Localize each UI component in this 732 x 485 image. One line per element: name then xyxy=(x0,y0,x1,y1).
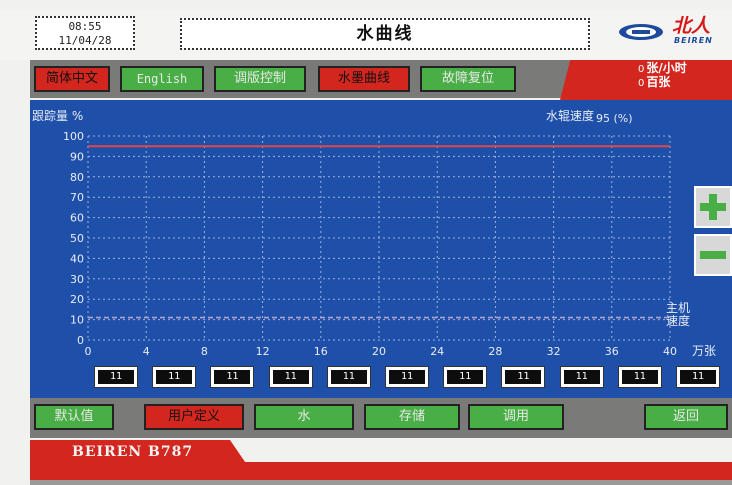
y-tick-label: 70 xyxy=(70,191,84,204)
x-tick-label: 28 xyxy=(488,345,502,358)
y-tick-label: 10 xyxy=(70,314,84,327)
model-label: BEIREN B787 xyxy=(72,444,194,460)
decrease-button[interactable] xyxy=(694,234,732,276)
curve-value-text: 11 xyxy=(330,370,367,384)
main-speed-label: 主机速度 xyxy=(666,301,691,328)
x-tick-label: 24 xyxy=(430,345,444,358)
bottom-edge-strip xyxy=(30,480,732,485)
y-tick-label: 30 xyxy=(70,273,84,286)
clock-time: 08:55 xyxy=(68,20,102,33)
x-tick-label: 36 xyxy=(605,345,619,358)
water-curve-chart: 0 10 20 30 40 50 60 70 80 90 100 0 4 8 12 16 20 24 28 32 36 4… xyxy=(32,108,677,358)
plus-icon xyxy=(700,194,726,220)
nav-ink-curve-button[interactable]: 水墨曲线 xyxy=(318,66,410,92)
page-title: 水曲线 xyxy=(180,18,590,50)
nav-status-area xyxy=(560,60,732,100)
water-button[interactable]: 水 xyxy=(254,404,354,430)
curve-value-input[interactable]: 11 xyxy=(443,366,488,388)
load-button[interactable]: 调用 xyxy=(468,404,564,430)
count-value: 0 xyxy=(638,78,645,89)
curve-value-text: 11 xyxy=(680,370,716,384)
minus-icon xyxy=(700,251,726,259)
default-value-button[interactable]: 默认值 xyxy=(34,404,114,430)
clock-date: 11/04/28 xyxy=(58,34,112,47)
y-tick-label: 80 xyxy=(70,171,84,184)
curve-value-input[interactable]: 11 xyxy=(268,366,313,388)
x-tick-label: 12 xyxy=(256,345,270,358)
y-axis-label: 跟踪量 % xyxy=(32,109,83,123)
curve-value-text: 11 xyxy=(214,370,251,384)
curve-value-text: 11 xyxy=(563,370,600,384)
y-tick-label: 60 xyxy=(70,212,84,225)
x-tick-label: 20 xyxy=(372,345,386,358)
back-button[interactable]: 返回 xyxy=(644,404,728,430)
curve-value-input[interactable]: 11 xyxy=(94,366,138,388)
curve-value-text: 11 xyxy=(272,370,309,384)
curve-value-text: 11 xyxy=(621,370,658,384)
brand-sub-text: BEIREN xyxy=(674,36,713,45)
count-unit: 百张 xyxy=(646,75,671,89)
nav-english-button[interactable]: English xyxy=(120,66,204,92)
x-tick-label: 4 xyxy=(143,345,150,358)
brand-logo-text: 北人 xyxy=(672,15,711,37)
y-tick-label: 50 xyxy=(70,232,84,245)
curve-value-input[interactable]: 11 xyxy=(385,366,429,388)
curve-value-text: 11 xyxy=(505,370,542,384)
curve-values-row: 11 11 11 11 11 11 11 11 11 11 11 xyxy=(30,362,732,392)
y-tick-label: 0 xyxy=(77,334,84,347)
chart-panel xyxy=(30,100,690,398)
rate-value: 0 xyxy=(638,64,645,75)
curve-value-input[interactable]: 11 xyxy=(617,366,662,388)
brand-emblem-icon xyxy=(619,24,663,40)
curve-value-text: 11 xyxy=(156,370,193,384)
speed-label: 水辊速度 xyxy=(546,108,594,123)
curve-value-text: 11 xyxy=(447,370,484,384)
x-tick-label: 0 xyxy=(85,345,92,358)
curve-value-input[interactable]: 11 xyxy=(676,366,720,388)
x-tick-label: 8 xyxy=(201,345,208,358)
save-button[interactable]: 存储 xyxy=(364,404,460,430)
y-tick-label: 20 xyxy=(70,293,84,306)
curve-value-text: 11 xyxy=(389,370,425,384)
production-rate-display: 0 张/小时 0 百张 xyxy=(638,62,687,90)
curve-value-text: 11 xyxy=(98,370,134,384)
curve-value-input[interactable]: 11 xyxy=(210,366,255,388)
user-defined-button[interactable]: 用户定义 xyxy=(144,404,244,430)
y-tick-label: 40 xyxy=(70,252,84,265)
curve-value-input[interactable]: 11 xyxy=(326,366,371,388)
x-axis-unit-label: 万张 xyxy=(692,344,717,358)
x-tick-label: 16 xyxy=(314,345,328,358)
nav-chinese-button[interactable]: 简体中文 xyxy=(34,66,110,92)
y-tick-label: 100 xyxy=(63,130,84,143)
speed-value: 95 (%) xyxy=(596,112,633,125)
nav-fault-reset-button[interactable]: 故障复位 xyxy=(420,66,516,92)
nav-plate-control-button[interactable]: 调版控制 xyxy=(214,66,306,92)
clock-display: 08:55 11/04/28 xyxy=(35,16,135,50)
x-tick-label: 32 xyxy=(547,345,561,358)
x-tick-label: 40 xyxy=(663,345,677,358)
increase-button[interactable] xyxy=(694,186,732,228)
curve-value-input[interactable]: 11 xyxy=(559,366,604,388)
curve-value-input[interactable]: 11 xyxy=(152,366,197,388)
curve-value-input[interactable]: 11 xyxy=(501,366,546,388)
footer-highlight xyxy=(230,440,732,462)
rate-unit: 张/小时 xyxy=(646,61,687,75)
y-tick-label: 90 xyxy=(70,150,84,163)
